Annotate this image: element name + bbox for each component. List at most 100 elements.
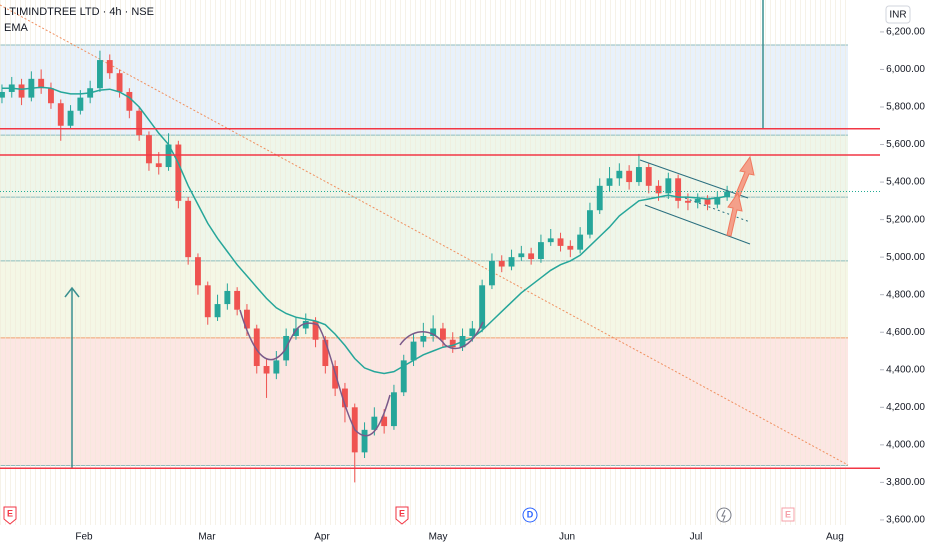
candle-body xyxy=(0,91,5,98)
candle-body xyxy=(508,257,515,267)
candle-body xyxy=(577,234,584,250)
candle-body xyxy=(155,163,162,168)
candle-body xyxy=(694,198,701,203)
candle-body xyxy=(244,309,250,329)
x-tick-label: Aug xyxy=(826,532,844,543)
candle-body xyxy=(498,260,505,267)
candle-body xyxy=(567,245,574,250)
candle-body xyxy=(391,392,397,427)
candle-body xyxy=(518,253,525,258)
candle-body xyxy=(410,341,417,361)
candle-body xyxy=(97,60,103,89)
candle-body xyxy=(596,185,603,211)
candle-body xyxy=(675,178,682,201)
x-tick-label: Apr xyxy=(314,532,330,543)
y-tick-label: 6,200.00 xyxy=(886,27,925,38)
up-arrow xyxy=(64,286,80,468)
candle-body xyxy=(38,78,45,89)
candle-body xyxy=(488,260,495,286)
candle-body xyxy=(635,167,642,183)
candle-body xyxy=(616,170,623,179)
y-tick-label: 5,400.00 xyxy=(886,177,925,188)
legend-ema: EMA xyxy=(4,22,29,34)
candle-body xyxy=(253,328,260,367)
x-tick-label: Jul xyxy=(690,532,703,543)
candle-body xyxy=(204,285,211,318)
stripes xyxy=(0,0,848,525)
y-tick-label: 4,000.00 xyxy=(886,439,925,450)
y-tick-label: 3,600.00 xyxy=(886,515,925,526)
candle-body xyxy=(234,290,241,310)
candle-body xyxy=(312,320,319,340)
candle-body xyxy=(479,285,486,329)
axis-background xyxy=(880,0,932,525)
candle-body xyxy=(449,339,456,348)
candle-body xyxy=(528,253,535,260)
pattern-curve xyxy=(399,321,484,350)
candle-body xyxy=(18,84,25,98)
candle-body xyxy=(537,242,544,260)
candle-body xyxy=(146,135,152,164)
candle-body xyxy=(645,167,652,186)
currency-box[interactable] xyxy=(885,5,911,24)
ema-line xyxy=(2,86,728,375)
candle-body xyxy=(665,178,672,194)
candle-body xyxy=(302,320,309,329)
x-tick-label: Jun xyxy=(559,532,575,543)
candle-body xyxy=(48,88,54,104)
candle-body xyxy=(469,328,476,336)
y-tick-label: 4,400.00 xyxy=(886,364,925,375)
candle-body xyxy=(606,178,613,186)
candle-body xyxy=(342,388,348,408)
y-tick-label: 5,200.00 xyxy=(886,214,925,225)
y-tick-label: 5,800.00 xyxy=(886,102,925,113)
candle-body xyxy=(175,144,182,201)
y-tick-label: 4,600.00 xyxy=(886,327,925,338)
x-tick-label: Feb xyxy=(75,532,93,543)
candle-body xyxy=(420,335,427,342)
candle-body xyxy=(430,328,437,336)
candle-body xyxy=(77,97,84,111)
candle-body xyxy=(293,328,299,336)
svg-text:E: E xyxy=(7,508,13,518)
candle-body xyxy=(214,304,221,318)
candle-body xyxy=(116,73,123,92)
currency[interactable]: INR xyxy=(889,10,906,21)
y-axis: 6,200.00 6,000.00 5,800.00 5,600.00 5,400.00… xyxy=(880,27,925,526)
candle-body xyxy=(381,416,388,427)
y-tick-label: 5,600.00 xyxy=(886,139,925,150)
candle-body xyxy=(400,360,407,393)
y-tick-label: 4,800.00 xyxy=(886,289,925,300)
candle-body xyxy=(195,257,201,286)
candle-body xyxy=(704,198,711,205)
candle-body xyxy=(263,366,270,374)
event-icons[interactable]: E E D E xyxy=(3,506,795,525)
candle-body xyxy=(714,197,721,205)
candle-body xyxy=(224,290,231,305)
candle-body xyxy=(371,416,378,430)
y-tick-label: 5,000.00 xyxy=(886,252,925,263)
pattern-curve xyxy=(239,309,391,437)
candle-body xyxy=(185,200,192,258)
candle-body xyxy=(57,103,64,126)
x-tick-label: Mar xyxy=(198,532,216,543)
candle-body xyxy=(273,360,280,374)
svg-text:E: E xyxy=(399,508,405,518)
candle-body xyxy=(106,60,113,74)
candle-body xyxy=(547,238,554,243)
candle-body xyxy=(655,185,662,194)
svg-text:D: D xyxy=(527,509,534,519)
y-tick-label: 4,200.00 xyxy=(886,402,925,413)
trend-line xyxy=(0,4,849,466)
candle-body xyxy=(165,144,172,168)
candle-body xyxy=(557,238,564,246)
candle-body xyxy=(440,328,446,340)
chart-title: LTIMINDTREE LTD · 4h · NSE xyxy=(4,6,154,18)
candle-body xyxy=(67,110,74,126)
x-tick-label: May xyxy=(429,532,448,543)
svg-text:E: E xyxy=(785,509,791,519)
y-tick-label: 3,800.00 xyxy=(886,477,925,488)
candle-body xyxy=(684,200,691,203)
